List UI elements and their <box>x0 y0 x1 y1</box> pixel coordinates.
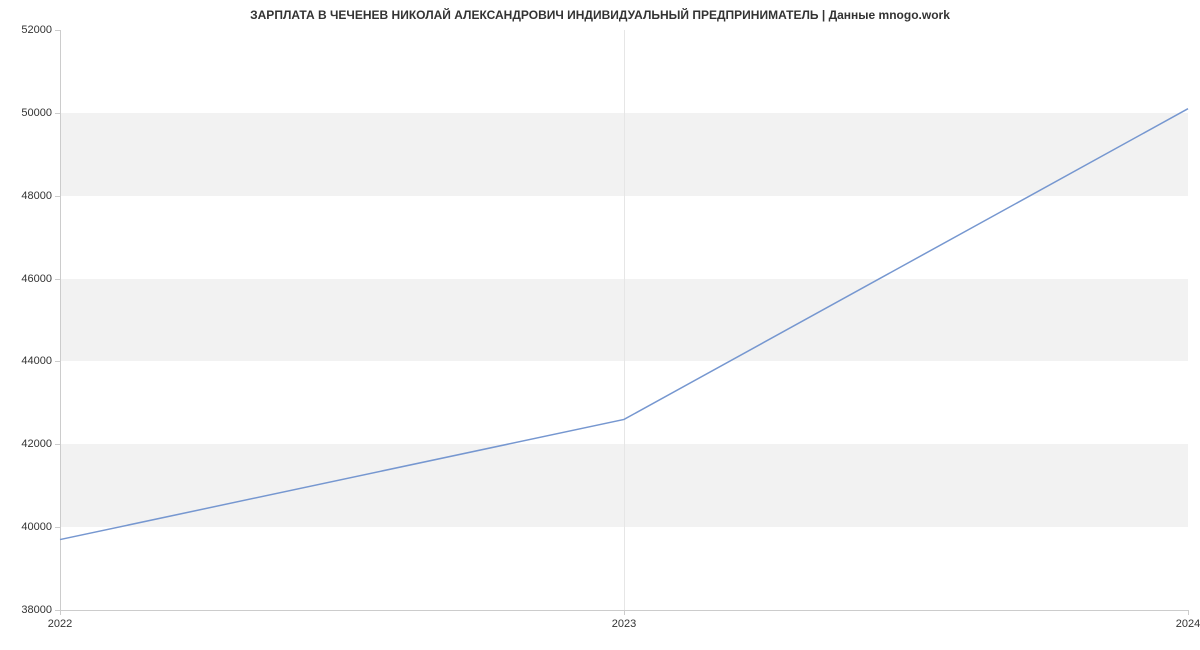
chart-title: ЗАРПЛАТА В ЧЕЧЕНЕВ НИКОЛАЙ АЛЕКСАНДРОВИЧ… <box>0 8 1200 22</box>
data-line <box>60 109 1188 540</box>
plot-area: 3800040000420004400046000480005000052000… <box>60 30 1188 610</box>
line-layer <box>60 30 1188 610</box>
chart-container: ЗАРПЛАТА В ЧЕЧЕНЕВ НИКОЛАЙ АЛЕКСАНДРОВИЧ… <box>0 0 1200 650</box>
x-axis-line <box>60 610 1188 611</box>
x-tick-mark <box>1188 610 1189 615</box>
